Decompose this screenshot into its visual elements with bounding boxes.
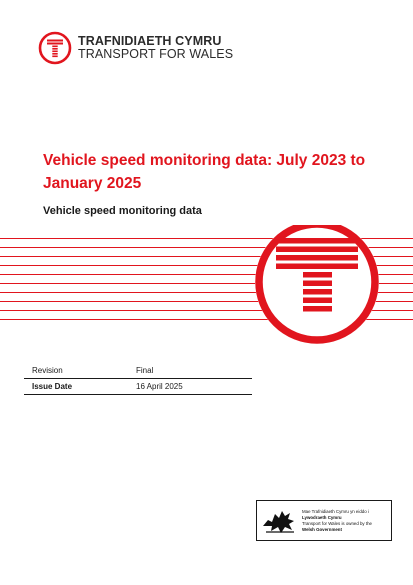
brand-name-english: TRANSPORT FOR WALES (78, 47, 234, 61)
document-subtitle: Vehicle speed monitoring data (43, 205, 202, 217)
ownership-statement: Mae Trafnidiaeth Cymru yn eiddo i Lywodr… (302, 509, 388, 533)
issue-date-value: 16 April 2025 (136, 382, 183, 391)
issue-date-row: Issue Date 16 April 2025 (24, 379, 252, 395)
tfw-stripes-graphic (0, 225, 413, 344)
document-title: Vehicle speed monitoring data: July 2023… (43, 152, 366, 192)
revision-row: Revision Final (24, 363, 252, 379)
ownership-line-3: Transport for Wales is owned by the (302, 520, 372, 526)
brand-logo: TRAFNIDIAETH CYMRU TRANSPORT FOR WALES (38, 31, 233, 65)
revision-table: Revision Final Issue Date 16 April 2025 (24, 363, 252, 395)
large-t-circle (255, 225, 379, 344)
tfw-logo-icon (38, 31, 72, 65)
welsh-government-badge: Mae Trafnidiaeth Cymru yn eiddo i Lywodr… (256, 500, 392, 541)
large-t-bars (276, 238, 358, 312)
revision-label: Revision (32, 366, 63, 375)
brand-name-welsh: TRAFNIDIAETH CYMRU (78, 34, 222, 48)
welsh-dragon-icon (263, 510, 294, 533)
revision-value: Final (136, 366, 154, 375)
ownership-line-2: Lywodraeth Cymru (302, 514, 342, 520)
ownership-line-1: Mae Trafnidiaeth Cymru yn eiddo i (302, 508, 369, 514)
issue-date-label: Issue Date (32, 382, 73, 391)
ownership-line-4: Welsh Government (302, 526, 342, 532)
